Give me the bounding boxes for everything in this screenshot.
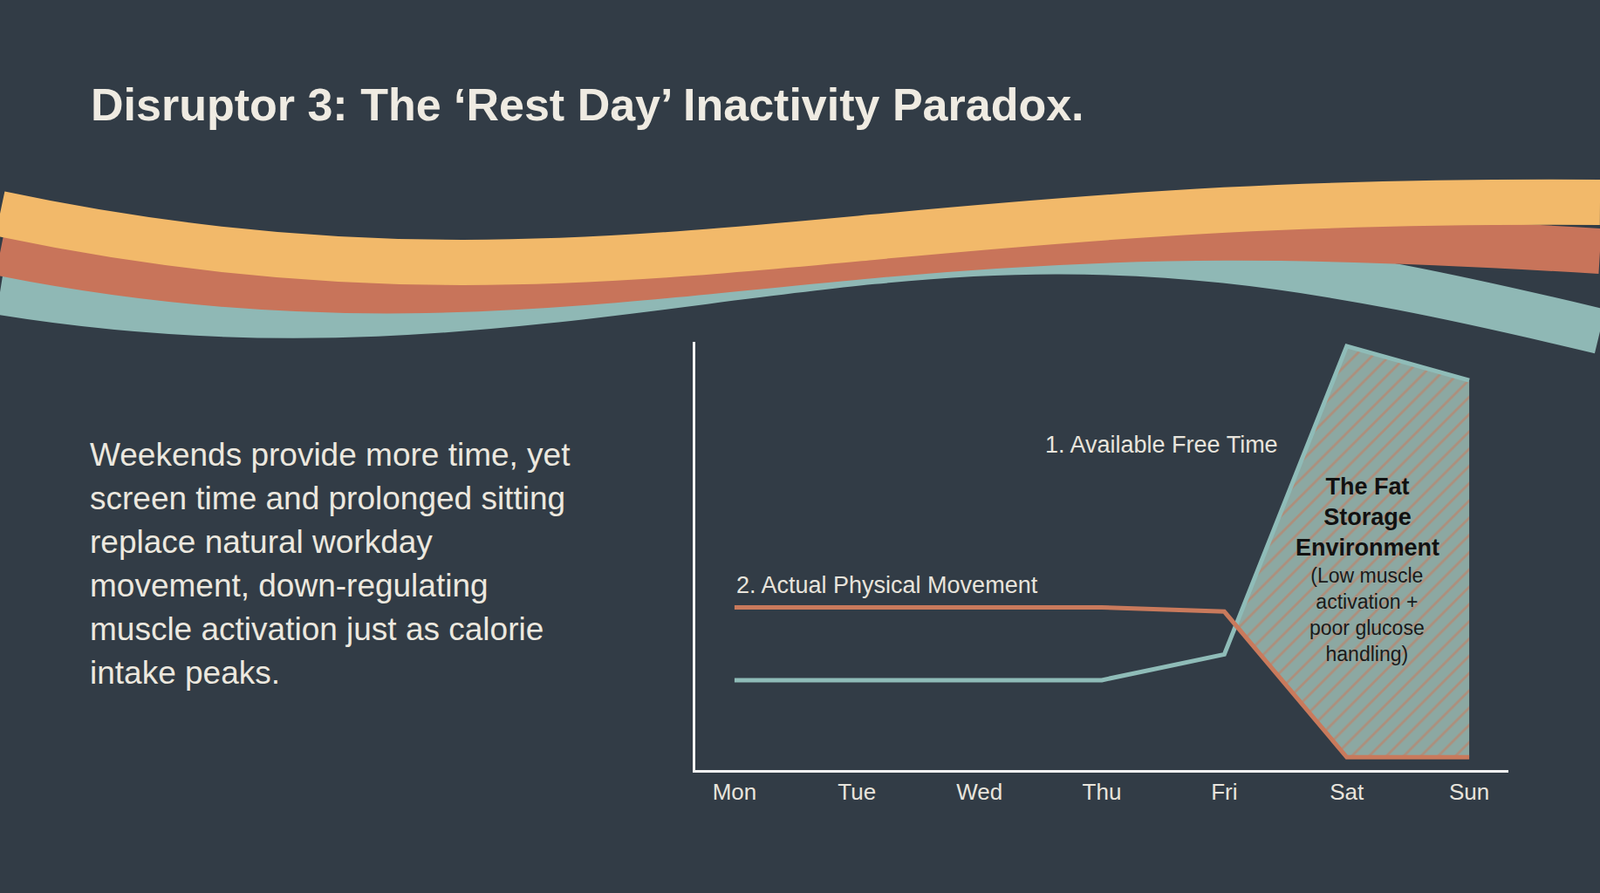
svg-text:Thu: Thu: [1082, 779, 1122, 806]
svg-text:The FatStorageEnvironment: The FatStorageEnvironment: [1295, 473, 1440, 561]
svg-text:1. Available Free Time: 1. Available Free Time: [1045, 431, 1279, 459]
svg-text:Wed: Wed: [956, 779, 1003, 806]
svg-text:Mon: Mon: [712, 779, 758, 806]
svg-text:Sat: Sat: [1329, 779, 1365, 806]
svg-text:Tue: Tue: [837, 779, 876, 806]
html-text:Disruptor 3: The ‘Rest Day’ In: Disruptor 3: The ‘Rest Day’ Inactivity P…: [90, 79, 1085, 130]
svg-text:(Low muscleactivation +poor gl: (Low muscleactivation +poor glucosehandl…: [1309, 564, 1425, 666]
svg-text:2. Actual Physical Movement: 2. Actual Physical Movement: [736, 572, 1039, 599]
svg-text:Sun: Sun: [1449, 779, 1490, 806]
html-text:Weekends provide more time, ye: Weekends provide more time, yet screen t…: [89, 437, 571, 691]
svg-text:Fri: Fri: [1210, 779, 1238, 806]
